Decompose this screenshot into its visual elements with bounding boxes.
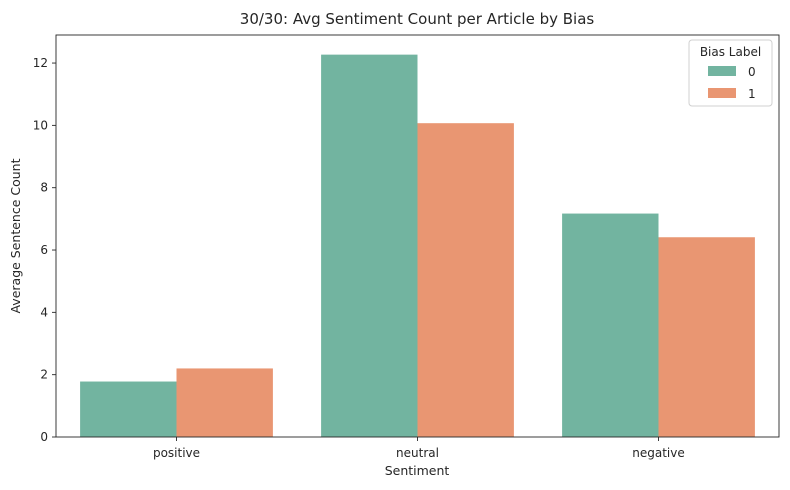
legend: Bias Label 0 1 xyxy=(688,39,773,107)
x-tick-label: neutral xyxy=(396,446,439,460)
legend-label-1: 1 xyxy=(748,87,756,101)
legend-swatch-0 xyxy=(708,66,736,76)
bar-negative-bias-0 xyxy=(562,213,659,437)
chart-title: 30/30: Avg Sentiment Count per Article b… xyxy=(240,10,595,28)
bar-neutral-bias-1 xyxy=(417,123,514,437)
bar-positive-bias-1 xyxy=(176,368,273,437)
y-tick-label: 12 xyxy=(33,56,48,70)
legend-swatch-1 xyxy=(708,88,736,98)
x-tick-label: negative xyxy=(632,446,684,460)
x-tick-label: positive xyxy=(153,446,200,460)
legend-label-0: 0 xyxy=(748,65,756,79)
y-tick-label: 6 xyxy=(40,243,48,257)
bar-negative-bias-1 xyxy=(658,237,755,437)
y-tick-label: 10 xyxy=(33,118,48,132)
legend-title: Bias Label xyxy=(700,45,761,59)
y-axis-title: Average Sentence Count xyxy=(8,158,23,313)
y-axis: 0 2 4 6 8 10 12 xyxy=(33,56,56,444)
y-tick-label: 4 xyxy=(40,305,48,319)
plot-frame xyxy=(55,34,780,438)
x-axis-title: Sentiment xyxy=(385,463,450,478)
bar-neutral-bias-0 xyxy=(321,54,418,437)
bar-positive-bias-0 xyxy=(80,381,177,437)
y-tick-label: 0 xyxy=(40,430,48,444)
bars-group xyxy=(80,54,755,437)
x-axis: positive neutral negative xyxy=(153,437,685,460)
y-tick-label: 2 xyxy=(40,368,48,382)
y-tick-label: 8 xyxy=(40,181,48,195)
